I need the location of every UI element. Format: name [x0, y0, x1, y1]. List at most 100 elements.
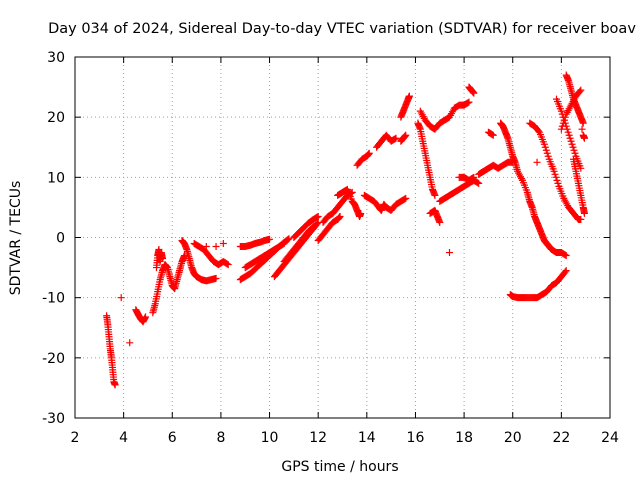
- data-point-marker: [401, 195, 409, 203]
- x-tick-label: 20: [504, 430, 522, 446]
- grid-lines: [75, 57, 610, 418]
- data-point-marker: [111, 381, 119, 389]
- data-point-marker: [550, 167, 558, 175]
- data-point-marker: [202, 243, 210, 251]
- data-series: [103, 71, 588, 389]
- data-point-marker: [464, 99, 472, 107]
- x-axis-label: GPS time / hours: [281, 459, 398, 475]
- data-point-marker: [117, 294, 125, 302]
- y-tick-label: -30: [42, 411, 65, 427]
- data-point-marker: [580, 134, 588, 142]
- data-point-marker: [571, 149, 579, 157]
- data-point-marker: [567, 137, 575, 145]
- data-point-marker: [212, 243, 220, 251]
- data-point-marker: [219, 240, 227, 248]
- data-point-marker: [552, 173, 560, 181]
- data-point-marker: [365, 149, 373, 157]
- data-point-marker: [357, 209, 365, 217]
- data-point-marker: [557, 125, 565, 133]
- data-point-marker: [579, 119, 587, 127]
- data-point-marker: [446, 249, 453, 257]
- data-point-marker: [431, 191, 439, 199]
- data-point-marker: [541, 143, 549, 151]
- data-point-marker: [566, 134, 574, 142]
- data-point-marker: [558, 122, 566, 130]
- data-point-marker: [474, 179, 482, 187]
- x-tick-label: 14: [358, 430, 376, 446]
- data-point-marker: [308, 224, 316, 232]
- y-tick-label: 0: [56, 231, 65, 247]
- x-tick-label: 2: [71, 430, 80, 446]
- data-point-marker: [554, 179, 562, 187]
- data-point-marker: [223, 260, 231, 268]
- y-tick-label: 20: [47, 110, 65, 126]
- data-point-marker: [392, 134, 400, 142]
- data-point-marker: [142, 313, 150, 321]
- data-point-marker: [544, 152, 552, 160]
- x-tick-label: 10: [261, 430, 279, 446]
- chart-title: Day 034 of 2024, Sidereal Day-to-day VTE…: [48, 21, 636, 37]
- data-point-marker: [553, 176, 561, 184]
- x-tick-label: 24: [601, 430, 619, 446]
- data-point-marker: [580, 209, 588, 217]
- data-point-marker: [313, 213, 321, 221]
- data-point-marker: [551, 170, 559, 178]
- x-tick-label: 18: [455, 430, 473, 446]
- data-point-marker: [488, 131, 496, 139]
- data-point-marker: [280, 240, 288, 248]
- data-point-marker: [563, 125, 571, 133]
- x-tick-label: 6: [168, 430, 177, 446]
- data-point-marker: [570, 146, 578, 154]
- data-point-marker: [564, 128, 572, 136]
- y-tick-label: 30: [47, 50, 65, 66]
- data-point-marker: [533, 158, 541, 166]
- data-point-marker: [402, 194, 410, 202]
- data-point-marker: [562, 252, 570, 260]
- x-tick-label: 12: [309, 430, 327, 446]
- data-point-marker: [314, 212, 322, 220]
- data-point-marker: [266, 235, 274, 243]
- data-point-marker: [576, 87, 584, 95]
- data-point-marker: [313, 220, 321, 228]
- data-point-marker: [475, 179, 483, 187]
- x-tick-label: 16: [407, 430, 425, 446]
- data-point-marker: [540, 140, 548, 148]
- y-tick-label: 10: [47, 170, 65, 186]
- x-tick-label: 22: [552, 430, 570, 446]
- data-point-marker: [568, 140, 576, 148]
- data-point-marker: [126, 339, 134, 347]
- data-point-marker: [470, 89, 478, 97]
- data-point-marker: [562, 267, 570, 275]
- data-point-marker: [336, 212, 344, 220]
- data-point-marker: [212, 274, 220, 282]
- data-point-marker: [284, 235, 292, 243]
- data-point-marker: [535, 127, 543, 135]
- x-tick-label: 8: [216, 430, 225, 446]
- data-point-marker: [405, 92, 413, 100]
- data-point-marker: [561, 113, 569, 121]
- data-point-marker: [489, 131, 497, 139]
- data-point-marker: [402, 131, 410, 139]
- data-point-marker: [578, 125, 586, 133]
- data-point-marker: [560, 116, 568, 124]
- y-tick-label: -10: [42, 291, 65, 307]
- data-point-marker: [569, 143, 577, 151]
- data-point-marker: [159, 255, 167, 263]
- data-point-marker: [285, 235, 293, 243]
- data-point-marker: [279, 240, 287, 248]
- data-point-marker: [561, 251, 569, 259]
- data-point-marker: [436, 218, 444, 226]
- data-point-marker: [577, 164, 585, 172]
- x-tick-label: 4: [119, 430, 128, 446]
- data-point-marker: [577, 86, 585, 94]
- y-tick-label: -20: [42, 351, 65, 367]
- data-point-marker: [543, 149, 551, 157]
- data-point-marker: [565, 131, 573, 139]
- data-point-marker: [577, 215, 585, 223]
- data-point-marker: [559, 119, 567, 127]
- data-point-marker: [469, 174, 477, 182]
- data-point-marker: [224, 261, 232, 269]
- data-point-marker: [557, 107, 565, 115]
